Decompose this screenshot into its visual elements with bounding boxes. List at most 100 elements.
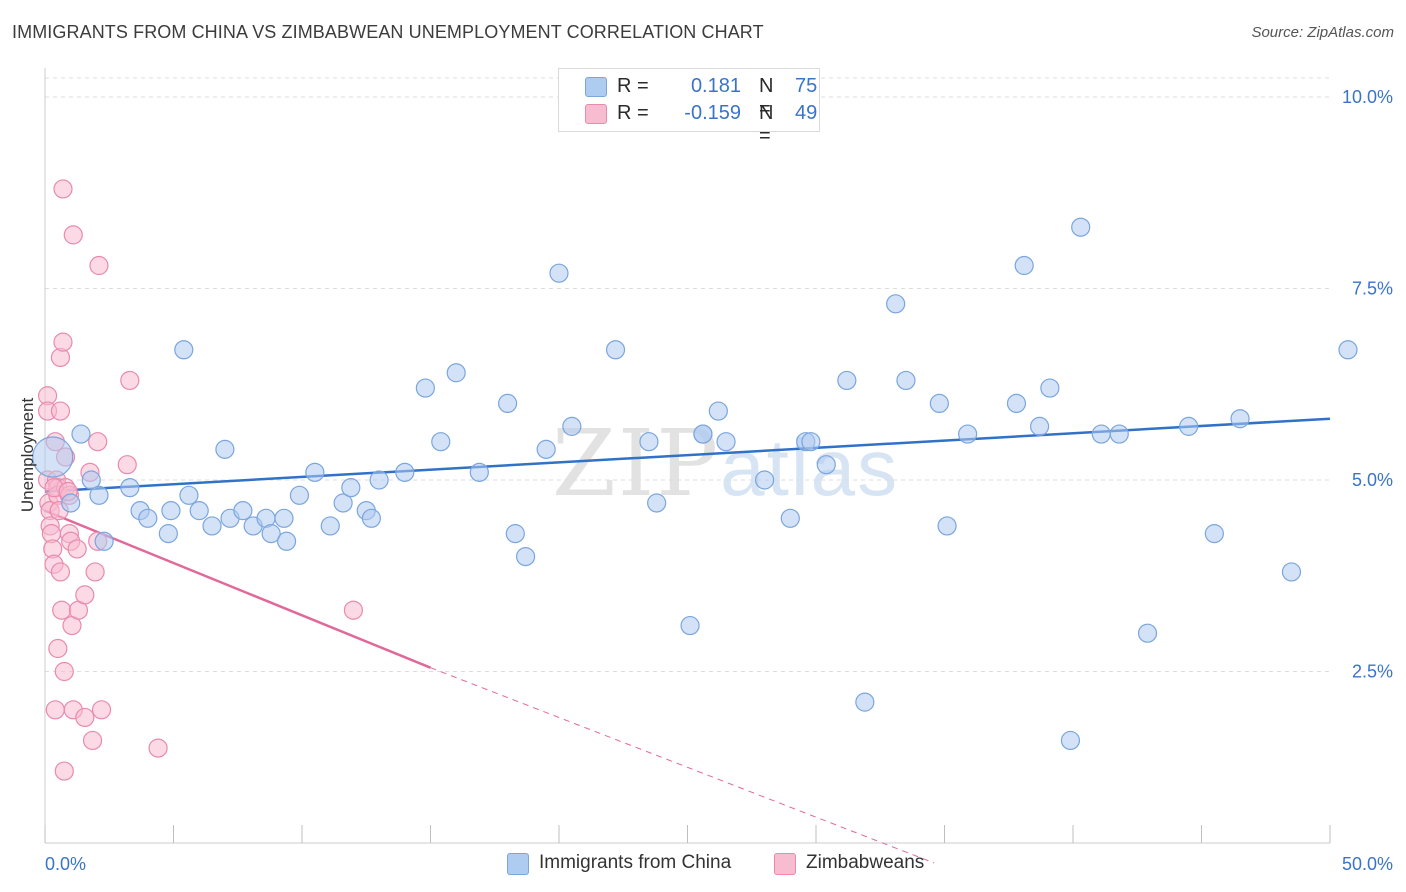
china-point [1230,409,1250,429]
legend-r-value-china: 0.181 [690,75,741,97]
china-point [369,470,389,490]
legend-swatch-zimbabweans [585,104,607,124]
china-point [515,546,536,567]
china-point [71,424,91,444]
zimbabwean-point [54,661,74,682]
china-point [89,485,109,505]
china-point [361,508,381,528]
china-point [1006,393,1027,413]
zimbabwean-point [54,761,74,781]
china-point [886,294,906,314]
china-trend-line [44,417,1331,493]
zimbabwean-point [63,225,83,245]
china-point [1029,416,1050,436]
zimbabwean-point [82,730,103,751]
china-point [498,393,518,413]
china-point [415,378,435,398]
x-tick-label: 50.0% [1342,854,1393,874]
china-point [816,455,836,475]
zimbabwean-point [120,370,140,391]
zimbabwean-point [50,562,71,582]
zimbabwean-point [75,707,95,728]
china-point [81,470,101,490]
china-point [780,508,800,528]
bottom-legend-label-china: Immigrants from China [539,852,732,873]
zimbabwean-point [88,432,108,452]
china-point [896,370,916,391]
china-point [1071,217,1091,237]
zimbabwean-point [45,700,65,720]
zimbabwean-point [53,332,73,352]
china-point [138,508,158,528]
china-point [754,470,775,490]
china-point [274,508,294,528]
china-point [202,516,222,536]
bottom-legend-swatch-china [507,853,529,875]
trend-layer [44,417,1331,864]
zimbabwean-point [75,585,95,605]
china-point [937,516,957,536]
y-tick-label: 2.5% [1352,662,1393,682]
china-point [958,424,978,444]
china-point [1091,424,1111,444]
china-point [1040,378,1060,398]
china-point [1204,524,1224,544]
china-point [320,516,340,536]
china-point [647,493,667,513]
points-layer [32,179,1358,781]
zimbabwean-trend-extension [430,667,935,864]
china-point [305,462,325,482]
legend-swatch-china [585,77,607,97]
bottom-legend-label-zimbabweans: Zimbabweans [806,852,925,873]
china-point [693,424,713,444]
chart-source: Source: ZipAtlas.com [1251,24,1394,41]
y-tick-label: 5.0% [1352,470,1393,490]
china-point [276,531,297,551]
china-point [32,436,74,478]
legend-n-label-zimbabweans: N = [759,102,774,147]
china-point [1281,562,1302,582]
china-point [94,531,114,551]
china-point [929,393,949,413]
chart-title: IMMIGRANTS FROM CHINA VS ZIMBABWEAN UNEM… [12,22,764,42]
china-point [605,340,626,360]
china-point [1338,340,1358,360]
y-tick-label: 7.5% [1352,279,1393,299]
correlation-legend: R = 0.181 N = 75 R = -0.159 N = 49 [558,68,820,147]
china-point [716,432,736,452]
bottom-legend-swatch-zimbabweans [774,853,796,875]
legend-r-label-zimbabweans: R = [617,102,649,124]
grid-layer [45,77,1330,672]
y-tick-label: 10.0% [1342,87,1393,107]
china-point [562,416,582,436]
china-point [801,432,821,452]
china-point [505,524,525,544]
china-point [158,524,178,544]
y-axis-label: Unemployment [18,397,37,513]
china-point [469,462,489,482]
zimbabwean-point [85,562,105,582]
china-point [333,493,353,513]
china-point [61,493,81,513]
china-point [179,485,199,505]
china-point [1060,730,1081,751]
zimbabwean-point [117,455,137,475]
china-point [431,432,451,452]
zimbabwean-point [343,600,363,620]
legend-r-value-zimbabweans: -0.159 [684,102,741,124]
china-point [1179,416,1199,436]
china-point [446,363,466,383]
china-point [289,485,310,505]
zimbabwean-point [67,539,87,559]
china-point [680,615,700,636]
china-point [233,501,253,521]
china-point [341,478,361,498]
watermark: ZIPatlas [552,410,899,517]
label-layer: 2.5% 5.0% 7.5% 10.0% 0.0% 50.0% [45,87,1393,874]
china-point [261,524,281,544]
legend-n-label-china: N = [759,75,774,120]
zimbabwean-point [148,738,168,758]
china-point [215,439,235,459]
china-point [708,401,728,421]
